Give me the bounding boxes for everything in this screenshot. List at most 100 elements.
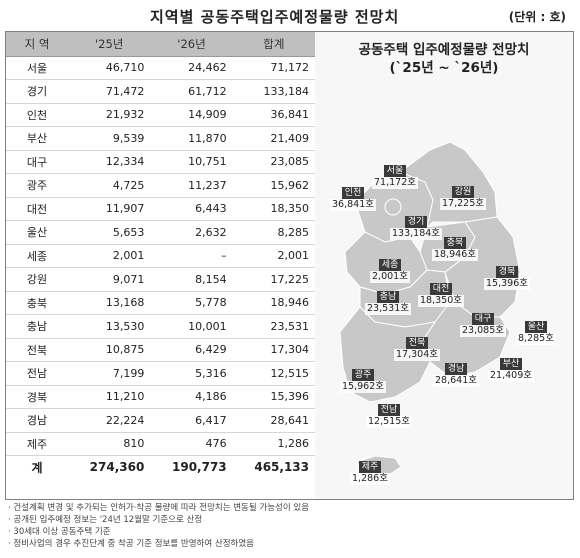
label-value: 23,085호 [460,325,506,337]
content-frame [5,31,574,500]
region-cell: 전남 [6,361,68,386]
map-label-gyeonggi: 경기 133,184호 [390,216,443,240]
region-cell: 경기 [6,79,68,104]
table-row: 경북 11,210 4,186 15,396 [6,385,315,409]
label-value: 2,001호 [370,271,410,283]
value-2025: 13,530 [68,314,151,339]
region-cell: 인천 [6,103,68,127]
label-name: 경북 [495,266,519,278]
total-2026: 190,773 [150,455,233,479]
value-2026: 6,429 [150,338,233,362]
value-2026: 6,443 [150,197,233,221]
region-cell: 경북 [6,385,68,409]
value-total: 28,641 [232,408,315,433]
map-label-jeju: 제주 1,286호 [350,461,390,485]
value-2026: 2,632 [150,220,233,245]
footnote-item: 공개된 입주예정 정보는 '24년 12월말 기준으로 산정 [8,514,309,526]
label-name: 전남 [377,404,401,416]
value-2026: 5,778 [150,291,233,315]
map-label-chungnam: 충남 23,531호 [365,291,411,315]
value-2025: 11,907 [68,197,151,221]
value-2026: 11,870 [150,126,233,151]
region-seoul-shape [384,198,402,216]
value-2026: 8,154 [150,267,233,292]
value-total: 17,304 [232,338,315,362]
label-value: 15,396호 [484,278,530,290]
value-2026: 5,316 [150,361,233,386]
label-name: 전북 [405,337,429,349]
value-2025: 11,210 [68,385,151,409]
footnote-item: 정비사업의 경우 추진단계 중 착공 기준 정보를 반영하여 산정하였음 [8,538,309,550]
label-value: 17,225호 [440,198,486,210]
region-cell: 충남 [6,314,68,339]
label-name: 강원 [451,186,475,198]
region-cell: 부산 [6,126,68,151]
value-2025: 810 [68,432,151,456]
map-label-sejong: 세종 2,001호 [370,259,410,283]
label-name: 광주 [351,369,375,381]
value-2026: 10,001 [150,314,233,339]
label-value: 18,350호 [418,295,464,307]
value-total: 1,286 [232,432,315,456]
map-label-jeonbuk: 전북 17,304호 [394,337,440,361]
label-value: 133,184호 [390,228,443,240]
table-row: 대전 11,907 6,443 18,350 [6,197,315,221]
map-label-incheon: 인천 36,841호 [330,187,376,211]
korea-map [339,141,521,477]
table-row: 경남 22,224 6,417 28,641 [6,408,315,433]
table-row: 전남 7,199 5,316 12,515 [6,361,315,386]
label-name: 서울 [383,165,407,177]
map-title: 공동주택 입주예정물량 전망치 (`25년 ~ `26년) [315,41,573,77]
label-name: 경기 [404,216,428,228]
value-2025: 7,199 [68,361,151,386]
unit-label: (단위 : 호) [508,10,566,24]
label-name: 대구 [471,313,495,325]
value-2025: 9,071 [68,267,151,292]
table-row: 충북 13,168 5,778 18,946 [6,291,315,315]
value-total: 71,172 [232,56,315,80]
total-2025: 274,360 [68,455,151,479]
footnote-item: 30세대 이상 공동주택 기준 [8,526,309,538]
header-2025: '25년 [68,32,151,57]
table-row: 강원 9,071 8,154 17,225 [6,267,315,292]
map-panel [315,32,573,499]
value-total: 2,001 [232,244,315,268]
value-total: 133,184 [232,79,315,104]
map-label-daejeon: 대전 18,350호 [418,283,464,307]
value-2025: 9,539 [68,126,151,151]
value-2025: 13,168 [68,291,151,315]
map-label-gwangju: 광주 15,962호 [340,369,386,393]
table-row: 서울 46,710 24,462 71,172 [6,56,315,80]
page-title: 지역별 공동주택입주예정물량 전망치 [150,8,400,26]
label-name: 충북 [443,237,467,249]
table-row: 부산 9,539 11,870 21,409 [6,126,315,151]
map-title-line2: (`25년 ~ `26년) [389,60,499,76]
region-cell: 세종 [6,244,68,268]
label-value: 21,409호 [488,370,534,382]
region-cell: 경남 [6,408,68,433]
label-value: 36,841호 [330,199,376,211]
value-2025: 21,932 [68,103,151,127]
label-value: 1,286호 [350,473,390,485]
label-name: 인천 [341,187,365,199]
value-2026: 11,237 [150,173,233,198]
housing-supply-table: 지 역 '25년 '26년 합계 서울 46,710 24,462 71,172 경기… [6,32,315,479]
header-2026: '26년 [150,32,233,57]
value-2026: – [150,244,233,268]
value-2025: 71,472 [68,79,151,104]
table-row: 전북 10,875 6,429 17,304 [6,338,315,362]
map-label-daegu: 대구 23,085호 [460,313,506,337]
region-cell: 서울 [6,56,68,80]
header-total: 합계 [232,32,315,57]
value-2025: 4,725 [68,173,151,198]
region-cell: 대전 [6,197,68,221]
map-label-busan: 부산 21,409호 [488,358,534,382]
label-name: 세종 [378,259,402,271]
label-name: 울산 [524,321,548,333]
map-label-gyeongbuk: 경북 15,396호 [484,266,530,290]
value-2026: 6,417 [150,408,233,433]
table-row: 인천 21,932 14,909 36,841 [6,103,315,127]
label-value: 23,531호 [365,303,411,315]
value-total: 17,225 [232,267,315,292]
label-value: 8,285호 [516,333,556,345]
